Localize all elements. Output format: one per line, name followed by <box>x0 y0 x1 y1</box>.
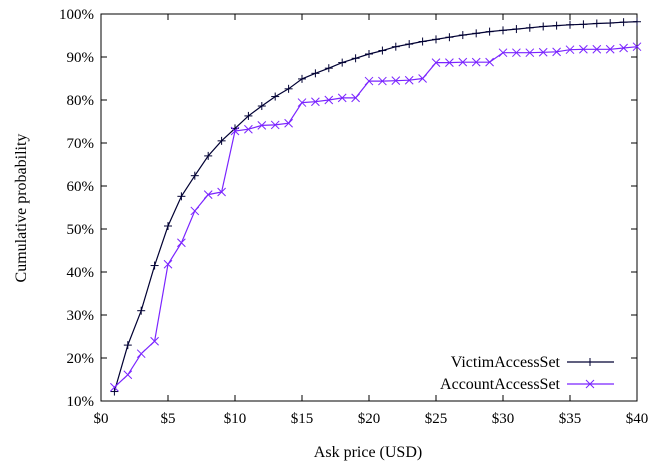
data-point-stroke <box>512 48 521 58</box>
x-tick-label: $0 <box>94 411 109 427</box>
data-point-stroke <box>565 45 575 55</box>
y-tick-label: 10% <box>67 394 95 410</box>
data-point-stroke <box>619 43 628 53</box>
data-point-stroke <box>217 187 226 197</box>
y-tick-label: 90% <box>67 50 95 66</box>
series-line-victimaccessset <box>113 21 638 392</box>
y-tick-label: 70% <box>67 136 95 152</box>
data-point-stroke <box>585 379 595 389</box>
data-point-stroke <box>311 97 320 107</box>
data-point-stroke <box>177 238 186 248</box>
data-point-stroke <box>324 95 334 105</box>
data-point-stroke <box>391 76 401 86</box>
x-tick-label: $25 <box>425 411 448 427</box>
legend-label: AccountAccessSet <box>440 376 561 393</box>
data-point-stroke <box>110 382 119 392</box>
y-tick-label: 100% <box>59 7 94 23</box>
data-point-stroke <box>163 259 173 269</box>
data-point-stroke <box>123 370 133 380</box>
x-axis-title: Ask price (USD) <box>314 444 422 461</box>
data-point-stroke <box>498 48 508 58</box>
series-victimaccessset-group <box>110 17 641 396</box>
legend: VictimAccessSet AccountAccessSet <box>440 354 614 393</box>
data-point-stroke <box>364 76 374 86</box>
data-point-stroke <box>605 44 615 54</box>
data-point-stroke <box>378 76 387 86</box>
x-tick-label: $10 <box>224 411 247 427</box>
legend-item-accountaccessset: AccountAccessSet <box>440 376 614 393</box>
x-tick-label: $5 <box>161 411 176 427</box>
data-point-stroke <box>244 124 253 134</box>
data-point-stroke <box>458 57 468 67</box>
data-point-stroke <box>337 93 347 103</box>
data-point-stroke <box>445 58 454 67</box>
data-point-stroke <box>351 93 360 103</box>
series-line-accountaccessset <box>113 46 638 388</box>
series-accountaccessset-group <box>110 42 642 392</box>
legend-label: VictimAccessSet <box>451 354 561 371</box>
x-tick-label: $40 <box>626 411 649 427</box>
data-point-stroke <box>203 190 213 199</box>
data-point-stroke <box>150 336 159 346</box>
data-point-stroke <box>230 126 240 136</box>
data-point-stroke <box>471 57 481 67</box>
series-layer <box>110 17 642 396</box>
data-point-stroke <box>431 58 441 67</box>
y-tick-label: 50% <box>67 222 95 238</box>
data-point-stroke <box>579 44 588 54</box>
data-point-stroke <box>485 57 494 67</box>
axes: $0 $5 $10 $15 $20 $25 $30 $35 $40 10% 20% 30% 40% 50%… <box>59 7 648 427</box>
data-point-stroke <box>632 42 642 52</box>
x-tick-label: $30 <box>492 411 515 427</box>
data-point-stroke <box>270 120 280 130</box>
data-point-stroke <box>297 98 307 107</box>
y-tick-label: 30% <box>67 308 95 324</box>
data-point-stroke <box>404 75 414 85</box>
data-point-stroke <box>190 206 200 216</box>
data-point-stroke <box>257 121 267 130</box>
data-point-stroke <box>592 44 602 54</box>
x-tick-label: $15 <box>291 411 314 427</box>
data-point-stroke <box>284 118 293 128</box>
y-tick-label: 20% <box>67 351 95 367</box>
y-axis-title: Cumulative probability <box>13 134 30 283</box>
data-point-stroke <box>136 349 146 359</box>
y-tick-label: 80% <box>67 93 95 109</box>
data-point-stroke <box>538 47 548 57</box>
legend-item-victimaccessset: VictimAccessSet <box>451 354 614 371</box>
y-tick-label: 40% <box>67 265 95 281</box>
data-point-stroke <box>525 48 535 58</box>
data-point-stroke <box>418 74 427 83</box>
x-tick-label: $35 <box>559 411 582 427</box>
x-tick-label: $20 <box>358 411 381 427</box>
data-point-stroke <box>552 47 561 57</box>
y-tick-label: 60% <box>67 179 95 195</box>
